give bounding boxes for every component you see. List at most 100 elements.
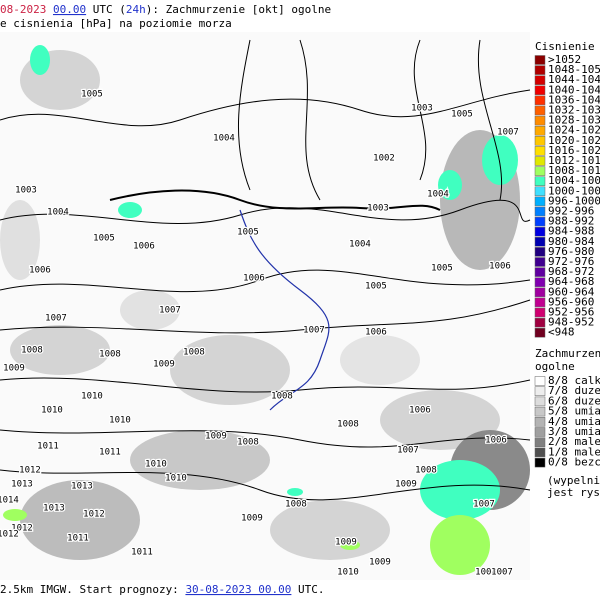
isobar-label: 1006	[365, 328, 387, 338]
borders	[109, 189, 441, 211]
isobar-label: 1004	[213, 134, 235, 144]
legend-swatch	[534, 237, 546, 247]
isobar-label: 1010	[165, 474, 187, 484]
legend-label: 5/8 umiar	[548, 405, 600, 418]
isobar-label: 1006	[29, 266, 51, 276]
legend-label: 8/8 calkow	[548, 374, 600, 387]
isobar-label: 1006	[489, 262, 511, 272]
legend-swatch	[534, 396, 546, 407]
isobar-label: 1013	[11, 480, 33, 490]
legend-swatch	[534, 277, 546, 287]
legend-label: >1052	[548, 53, 581, 66]
isobar-label: 1011	[131, 548, 153, 558]
legend-label: 952-956	[548, 306, 594, 319]
legend-label: 1008-101	[548, 164, 600, 177]
legend-swatch	[534, 186, 546, 197]
header-text: UTC (	[86, 3, 126, 16]
isobar-label: 1002	[373, 154, 395, 164]
pressure-legend: >10521048-1051044-1041040-1041036-104103…	[534, 53, 600, 339]
isobar-label: 1011	[67, 534, 89, 544]
isobar-label: 1008	[237, 438, 259, 448]
isobar-label: 1008	[183, 348, 205, 358]
legend-swatch	[534, 386, 546, 396]
legend-title: Zachmurzenie	[535, 347, 600, 360]
legend-label: 1012-101	[548, 154, 600, 167]
legend-swatch	[534, 115, 546, 126]
header-line-2: e cisnienia [hPa] na poziomie morza	[0, 17, 232, 30]
legend-label: 984-988	[548, 225, 594, 238]
isobar-label: 1004	[427, 190, 449, 200]
isobar-label: 1003	[411, 104, 433, 114]
isobar-label: 1010	[81, 392, 103, 402]
isobar-label: 1007	[303, 326, 325, 336]
legend-swatch	[534, 457, 546, 468]
legend-swatch	[534, 376, 546, 386]
header-range: 24h	[126, 3, 146, 16]
legend-swatch	[534, 297, 546, 308]
footer-date: 30-08-2023 00.00	[185, 583, 291, 596]
legend-swatch	[534, 206, 546, 217]
legend-note: (wypelnieni	[547, 474, 600, 487]
isobar-label: 1010	[41, 406, 63, 416]
isobar-label: 1007	[491, 568, 513, 578]
legend-swatch	[534, 95, 546, 106]
legend-label: 1020-102	[548, 134, 600, 147]
isobar-label: 1003	[367, 204, 389, 214]
legend-swatch	[534, 85, 546, 96]
isobar-label: 1008	[21, 346, 43, 356]
isobar-label: 1007	[397, 446, 419, 456]
legend-label: 4/8 umiar	[548, 415, 600, 428]
isobar-labels: 1005 1003 1005 1007 1004 1002 1003 1004 1004 1003…	[0, 88, 520, 579]
legend-label: 3/8 umiar	[548, 425, 600, 438]
isobar-label: 1009	[153, 360, 175, 370]
footer-text: UTC.	[291, 583, 324, 596]
isobar-label: 1008	[285, 500, 307, 510]
isobar-label: 1011	[37, 442, 59, 452]
legend-label: 6/8 duze	[548, 394, 600, 407]
isobar-label: 1007	[45, 314, 67, 324]
isobar-label: 1006	[485, 436, 507, 446]
legend-label: <948	[548, 326, 575, 339]
legend-swatch	[534, 417, 546, 427]
isobar-label: 1005	[451, 110, 473, 120]
isobar-label: 1004	[349, 240, 371, 250]
isobar-label: 1005	[237, 228, 259, 238]
legend-label: 996-1000	[548, 194, 600, 207]
isobar-label: 1005	[431, 264, 453, 274]
legend-label: 1032-103	[548, 104, 600, 117]
legend-label: 1028-103	[548, 114, 600, 127]
legend-swatch	[534, 55, 546, 65]
isobar-label: 1011	[99, 448, 121, 458]
footer-text: 2.5km IMGW. Start prognozy:	[0, 583, 185, 596]
legend-swatch	[534, 317, 546, 328]
legend-swatch	[534, 166, 546, 176]
legend-swatch	[534, 257, 546, 267]
isobar-label: 1008	[99, 350, 121, 360]
legend-swatch	[534, 75, 546, 85]
legend-note: jest rysowa	[547, 486, 600, 499]
legend-swatch	[534, 437, 546, 447]
isobar-label: 1009	[335, 538, 357, 548]
legend-label: 7/8 duze	[548, 384, 600, 397]
isobar-label: 1006	[243, 274, 265, 284]
legend-label: 1024-102	[548, 124, 600, 137]
legend-swatch	[534, 226, 546, 237]
legend-swatch	[534, 156, 546, 166]
isobar-label: 1005	[93, 234, 115, 244]
header-hour: 00.00	[53, 3, 86, 16]
legend-label: 1004-100	[548, 174, 600, 187]
isobar-label: 1008	[271, 392, 293, 402]
isobar-label: 1006	[133, 242, 155, 252]
legend-swatch	[534, 125, 546, 136]
header-line-1: 08-2023 00.00 UTC (24h): Zachmurzenie [o…	[0, 3, 331, 16]
isobar-label: 1006	[409, 406, 431, 416]
legend-label: 956-960	[548, 295, 594, 308]
isobar-label: 1009	[369, 558, 391, 568]
isobar-label: 1005	[81, 90, 103, 100]
legend-swatch	[534, 176, 546, 186]
legend-label: 964-968	[548, 275, 594, 288]
legend-swatch	[534, 327, 546, 338]
isobar-label: 1009	[241, 514, 263, 524]
